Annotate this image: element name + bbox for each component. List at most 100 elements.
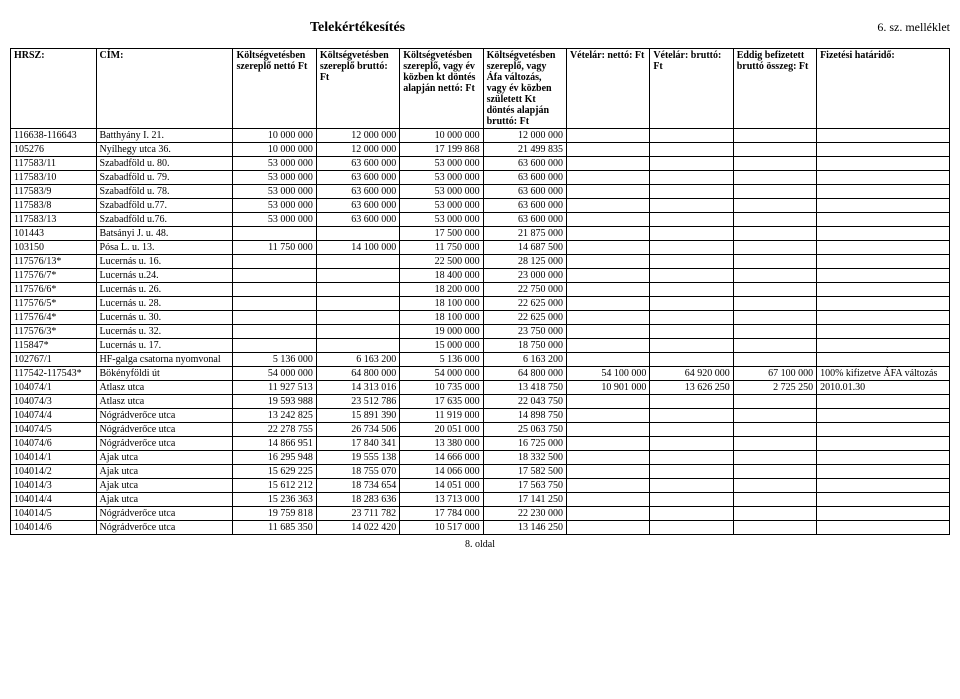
- table-row: 117542-117543*Bökényföldi út54 000 00064…: [11, 367, 950, 381]
- table-cell: 63 600 000: [483, 185, 566, 199]
- table-cell: [733, 255, 816, 269]
- table-cell: 10 000 000: [400, 129, 483, 143]
- table-cell: 117583/9: [11, 185, 97, 199]
- table-cell: 12 000 000: [316, 143, 399, 157]
- column-header: Költségvetésben szereplő, vagy Áfa válto…: [483, 49, 566, 129]
- table-cell: 18 100 000: [400, 311, 483, 325]
- table-cell: 17 563 750: [483, 479, 566, 493]
- table-row: 104014/6Nógrádverőce utca11 685 35014 02…: [11, 521, 950, 535]
- table-cell: [817, 199, 950, 213]
- table-cell: 53 000 000: [233, 213, 316, 227]
- table-cell: 14 666 000: [400, 451, 483, 465]
- table-cell: [566, 297, 649, 311]
- table-cell: [650, 297, 733, 311]
- table-cell: [650, 325, 733, 339]
- table-cell: 10 735 000: [400, 381, 483, 395]
- table-cell: Lucernás u. 32.: [96, 325, 233, 339]
- table-cell: [733, 437, 816, 451]
- table-cell: 117583/10: [11, 171, 97, 185]
- table-cell: [650, 423, 733, 437]
- table-cell: [566, 199, 649, 213]
- column-header: Eddig befizetett bruttó összeg: Ft: [733, 49, 816, 129]
- table-cell: 117583/8: [11, 199, 97, 213]
- table-cell: 63 600 000: [316, 171, 399, 185]
- table-cell: [650, 409, 733, 423]
- table-cell: [650, 493, 733, 507]
- table-cell: 13 626 250: [650, 381, 733, 395]
- table-cell: [650, 199, 733, 213]
- table-cell: 14 313 016: [316, 381, 399, 395]
- table-cell: [566, 143, 649, 157]
- table-cell: Lucernás u. 26.: [96, 283, 233, 297]
- table-cell: [817, 339, 950, 353]
- table-cell: [566, 423, 649, 437]
- table-cell: 13 713 000: [400, 493, 483, 507]
- table-cell: [817, 241, 950, 255]
- table-cell: 117576/5*: [11, 297, 97, 311]
- table-cell: 12 000 000: [316, 129, 399, 143]
- table-cell: [817, 143, 950, 157]
- page-title: Telekértékesítés: [310, 20, 405, 36]
- table-cell: 64 800 000: [483, 367, 566, 381]
- table-cell: 17 784 000: [400, 507, 483, 521]
- table-cell: [233, 311, 316, 325]
- table-cell: 15 000 000: [400, 339, 483, 353]
- table-row: 104074/6Nógrádverőce utca14 866 95117 84…: [11, 437, 950, 451]
- table-cell: 14 100 000: [316, 241, 399, 255]
- column-header: Fizetési határidő:: [817, 49, 950, 129]
- table-cell: 64 920 000: [650, 367, 733, 381]
- table-cell: [233, 339, 316, 353]
- table-cell: [650, 339, 733, 353]
- table-cell: 11 919 000: [400, 409, 483, 423]
- table-cell: [650, 395, 733, 409]
- table-row: 117583/8Szabadföld u.77.53 000 00063 600…: [11, 199, 950, 213]
- table-cell: 53 000 000: [233, 171, 316, 185]
- table-cell: [733, 311, 816, 325]
- table-row: 117583/9Szabadföld u. 78.53 000 00063 60…: [11, 185, 950, 199]
- table-cell: [733, 353, 816, 367]
- table-cell: [316, 297, 399, 311]
- table-cell: [650, 353, 733, 367]
- table-row: 104074/4Nógrádverőce utca13 242 82515 89…: [11, 409, 950, 423]
- table-cell: 11 750 000: [400, 241, 483, 255]
- table-cell: 53 000 000: [400, 171, 483, 185]
- table-row: 105276Nyílhegy utca 36.10 000 00012 000 …: [11, 143, 950, 157]
- table-cell: 5 136 000: [233, 353, 316, 367]
- table-row: 102767/1HF-galga csatorna nyomvonal5 136…: [11, 353, 950, 367]
- table-cell: 14 687 500: [483, 241, 566, 255]
- table-cell: 21 499 835: [483, 143, 566, 157]
- column-header: Költségvetésben szereplő, vagy év közben…: [400, 49, 483, 129]
- table-cell: 104014/6: [11, 521, 97, 535]
- table-cell: 116638-116643: [11, 129, 97, 143]
- table-row: 117583/13Szabadföld u.76.53 000 00063 60…: [11, 213, 950, 227]
- table-cell: Pósa L. u. 13.: [96, 241, 233, 255]
- table-cell: 22 750 000: [483, 283, 566, 297]
- table-cell: 14 051 000: [400, 479, 483, 493]
- table-cell: 105276: [11, 143, 97, 157]
- table-cell: [650, 521, 733, 535]
- table-row: 104074/1Atlasz utca11 927 51314 313 0161…: [11, 381, 950, 395]
- table-cell: 54 000 000: [233, 367, 316, 381]
- table-cell: 19 555 138: [316, 451, 399, 465]
- table-cell: [233, 227, 316, 241]
- table-row: 116638-116643Batthyány I. 21.10 000 0001…: [11, 129, 950, 143]
- table-cell: [733, 269, 816, 283]
- table-cell: 63 600 000: [316, 213, 399, 227]
- table-cell: [566, 409, 649, 423]
- table-cell: [817, 311, 950, 325]
- table-cell: [650, 241, 733, 255]
- table-row: 117576/6*Lucernás u. 26.18 200 00022 750…: [11, 283, 950, 297]
- table-cell: 18 400 000: [400, 269, 483, 283]
- table-cell: [817, 353, 950, 367]
- table-cell: [817, 493, 950, 507]
- table-cell: 54 100 000: [566, 367, 649, 381]
- table-cell: [817, 227, 950, 241]
- table-cell: 5 136 000: [400, 353, 483, 367]
- table-cell: [733, 465, 816, 479]
- table-row: 104014/2Ajak utca15 629 22518 755 07014 …: [11, 465, 950, 479]
- table-cell: 17 582 500: [483, 465, 566, 479]
- table-cell: [733, 409, 816, 423]
- table-cell: [650, 479, 733, 493]
- table-cell: 10 000 000: [233, 129, 316, 143]
- table-cell: Szabadföld u.77.: [96, 199, 233, 213]
